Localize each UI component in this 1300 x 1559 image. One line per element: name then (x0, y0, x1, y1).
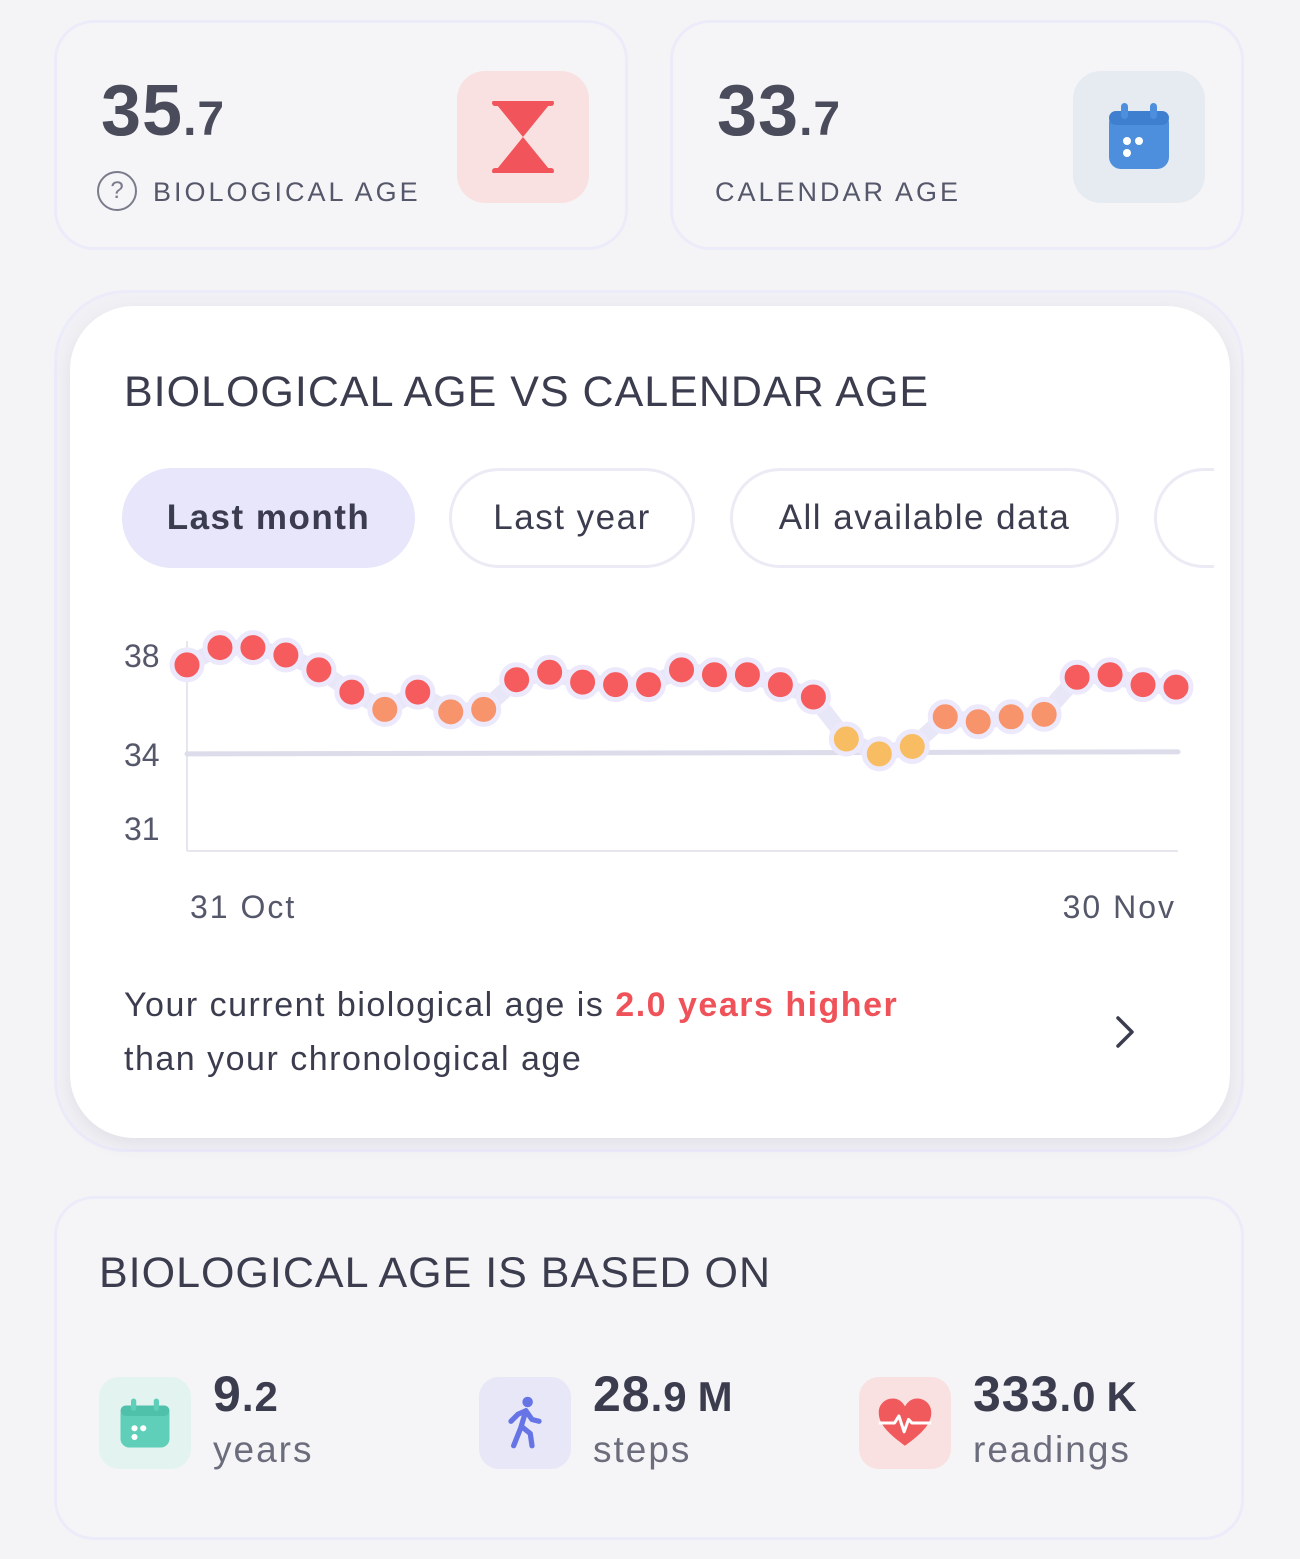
metric-readings-value: 333.0 K (973, 1366, 1138, 1422)
metric-readings-label: readings (973, 1429, 1131, 1470)
data-point (1026, 696, 1062, 732)
based-on-card: BIOLOGICAL AGE IS BASED ON 9.2 years (54, 1196, 1244, 1540)
calendar-icon (99, 1377, 191, 1469)
chart-title: BIOLOGICAL AGE VS CALENDAR AGE (124, 368, 930, 416)
help-icon[interactable]: ? (97, 171, 137, 211)
data-point (960, 704, 996, 740)
biological-age-card[interactable]: 35.7 ? BIOLOGICAL AGE (54, 20, 628, 250)
y-tick-label: 31 (124, 811, 160, 847)
metric-steps-label: steps (593, 1429, 692, 1470)
biological-age-label: BIOLOGICAL AGE (153, 177, 421, 207)
filter-last-year[interactable]: Last year (449, 468, 695, 568)
data-point (993, 699, 1029, 735)
data-point (894, 728, 930, 764)
metric-years-label: years (213, 1429, 314, 1470)
filter-last-month[interactable]: Last month (122, 468, 415, 568)
data-point (795, 679, 831, 715)
filter-all-data[interactable]: All available data (730, 468, 1119, 568)
data-point (334, 674, 370, 710)
data-point (762, 667, 798, 703)
summary-suffix: than your chronological age (124, 1040, 583, 1078)
data-point (268, 637, 304, 673)
bio-age-chart: 38 34 31 31 Oct 30 Nov (124, 630, 1194, 925)
calendar-age-value: 33.7 (717, 71, 842, 151)
data-point (433, 694, 469, 730)
biological-age-value: 35.7 (101, 71, 226, 151)
based-on-title: BIOLOGICAL AGE IS BASED ON (99, 1249, 772, 1297)
data-point (696, 657, 732, 693)
data-point (202, 630, 238, 666)
x-tick-label-end: 30 Nov (1063, 889, 1176, 925)
data-point (631, 667, 667, 703)
walking-icon (479, 1377, 571, 1469)
data-point (301, 652, 337, 688)
data-point (927, 699, 963, 735)
data-point (861, 736, 897, 772)
metric-years-value: 9.2 (213, 1366, 279, 1422)
calendar-age-label: CALENDAR AGE (715, 177, 962, 207)
data-point (1092, 657, 1128, 693)
y-tick-label: 38 (124, 638, 160, 674)
data-point (169, 647, 205, 683)
data-point (828, 721, 864, 757)
data-point (664, 652, 699, 688)
heart-pulse-icon (859, 1377, 951, 1469)
summary-text: Your current biological age is 2.0 years… (124, 978, 1024, 1086)
data-point (235, 630, 271, 666)
data-point (1158, 669, 1194, 705)
calendar-age-card[interactable]: 33.7 CALENDAR AGE (670, 20, 1244, 250)
chart-card: BIOLOGICAL AGE VS CALENDAR AGE Last mont… (70, 306, 1230, 1138)
data-point (565, 664, 601, 700)
calendar-age-reference-line (184, 749, 1181, 757)
summary-highlight: 2.0 years higher (615, 986, 899, 1024)
data-point (400, 674, 436, 710)
data-point (1125, 667, 1161, 703)
data-point (466, 691, 502, 727)
summary-prefix: Your current biological age is (124, 986, 616, 1024)
calendar-icon (1073, 71, 1205, 203)
data-point (367, 691, 403, 727)
y-tick-label: 34 (124, 737, 160, 773)
data-point (729, 657, 765, 693)
data-point (499, 662, 535, 698)
chevron-right-icon[interactable] (1110, 1012, 1140, 1052)
data-point (532, 654, 568, 690)
data-point (1059, 659, 1095, 695)
data-point (598, 667, 634, 703)
hourglass-icon (457, 71, 589, 203)
x-tick-label-start: 31 Oct (190, 889, 296, 925)
metric-steps-value: 28.9 M (593, 1366, 734, 1422)
